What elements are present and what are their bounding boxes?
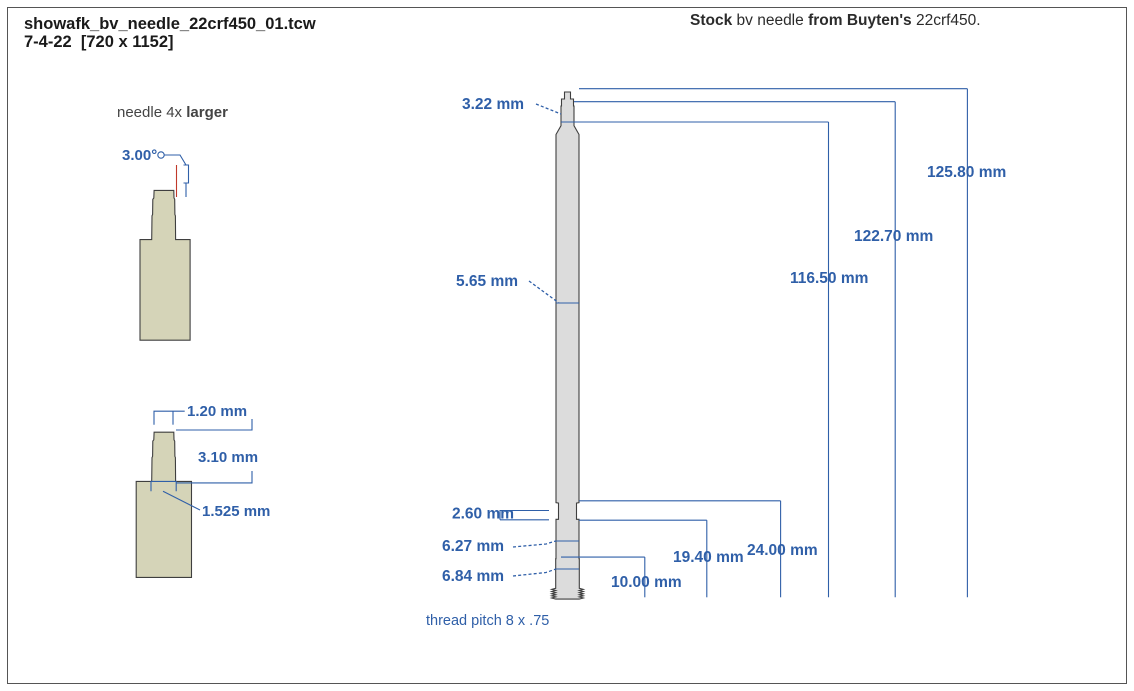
svg-text:10.00 mm: 10.00 mm bbox=[611, 574, 682, 591]
svg-text:2.60 mm: 2.60 mm bbox=[452, 506, 514, 523]
svg-text:3.00°: 3.00° bbox=[122, 147, 157, 164]
svg-text:3.10 mm: 3.10 mm bbox=[198, 449, 258, 466]
svg-text:5.65 mm: 5.65 mm bbox=[456, 273, 518, 290]
svg-text:6.84 mm: 6.84 mm bbox=[442, 568, 504, 585]
svg-text:116.50 mm: 116.50 mm bbox=[790, 270, 868, 287]
svg-text:19.40 mm: 19.40 mm bbox=[673, 549, 744, 566]
svg-text:3.22 mm: 3.22 mm bbox=[462, 96, 524, 113]
svg-text:122.70 mm: 122.70 mm bbox=[854, 228, 933, 245]
svg-text:1.20 mm: 1.20 mm bbox=[187, 403, 247, 420]
svg-text:125.80 mm: 125.80 mm bbox=[927, 164, 1006, 181]
svg-text:1.525 mm: 1.525 mm bbox=[202, 503, 270, 520]
svg-text:6.27 mm: 6.27 mm bbox=[442, 538, 504, 555]
svg-text:24.00 mm: 24.00 mm bbox=[747, 542, 818, 559]
